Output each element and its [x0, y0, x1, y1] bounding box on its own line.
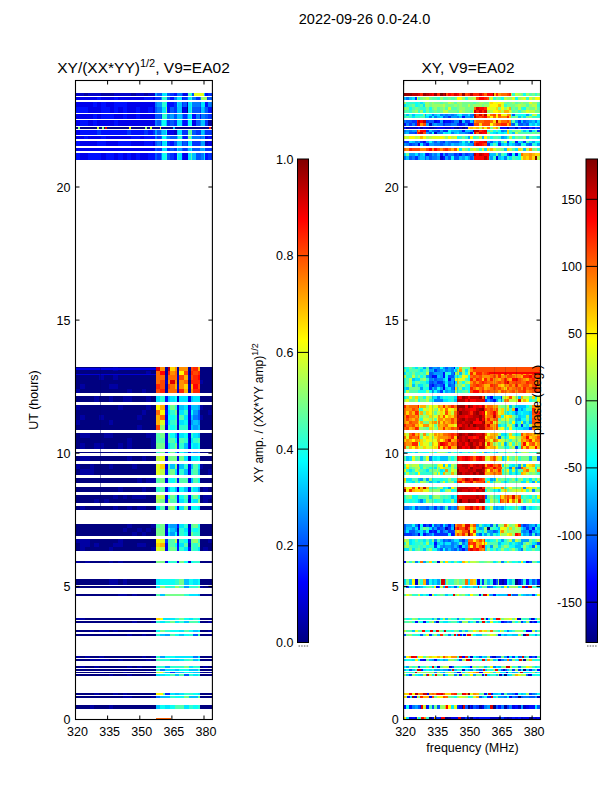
svg-text:320: 320 — [395, 725, 416, 739]
svg-text:350: 350 — [459, 725, 480, 739]
svg-text:0: 0 — [392, 713, 399, 727]
svg-text:320: 320 — [67, 725, 88, 739]
svg-text:20: 20 — [57, 181, 71, 195]
svg-text:-150: -150 — [557, 596, 582, 610]
svg-text:150: 150 — [561, 193, 582, 207]
svg-text:0.4: 0.4 — [276, 443, 293, 457]
svg-text:335: 335 — [99, 725, 120, 739]
svg-text:frequency (MHz): frequency (MHz) — [426, 741, 518, 755]
svg-text:XY amp. / (XX*YY amp)1/2: XY amp. / (XX*YY amp)1/2 — [250, 343, 266, 482]
svg-text:15: 15 — [385, 314, 399, 328]
svg-text:380: 380 — [196, 725, 217, 739]
svg-text:350: 350 — [131, 725, 152, 739]
svg-text:0: 0 — [575, 394, 582, 408]
svg-text:XY, V9=EA02: XY, V9=EA02 — [421, 59, 514, 76]
svg-text:5: 5 — [64, 580, 71, 594]
svg-text:100: 100 — [561, 260, 582, 274]
svg-text:0.0: 0.0 — [276, 636, 293, 650]
svg-text:-50: -50 — [564, 461, 582, 475]
svg-text:335: 335 — [427, 725, 448, 739]
svg-text:0.2: 0.2 — [276, 539, 293, 553]
svg-text:50: 50 — [568, 327, 582, 341]
svg-text:0.8: 0.8 — [276, 249, 293, 263]
svg-text:380: 380 — [524, 725, 545, 739]
svg-text:365: 365 — [492, 725, 513, 739]
svg-text:phase (deg.): phase (deg.) — [530, 365, 544, 435]
svg-text:0: 0 — [64, 713, 71, 727]
svg-text:20: 20 — [385, 181, 399, 195]
svg-text:-100: -100 — [557, 529, 582, 543]
svg-text:5: 5 — [392, 580, 399, 594]
svg-text:0.6: 0.6 — [276, 346, 293, 360]
svg-text:1.0: 1.0 — [276, 153, 293, 167]
svg-text:2022-09-26 0.0-24.0: 2022-09-26 0.0-24.0 — [299, 11, 430, 27]
svg-text:10: 10 — [385, 447, 399, 461]
svg-text:10: 10 — [57, 447, 71, 461]
svg-text:UT (hours): UT (hours) — [27, 370, 41, 430]
svg-text:365: 365 — [163, 725, 184, 739]
svg-text:15: 15 — [57, 314, 71, 328]
